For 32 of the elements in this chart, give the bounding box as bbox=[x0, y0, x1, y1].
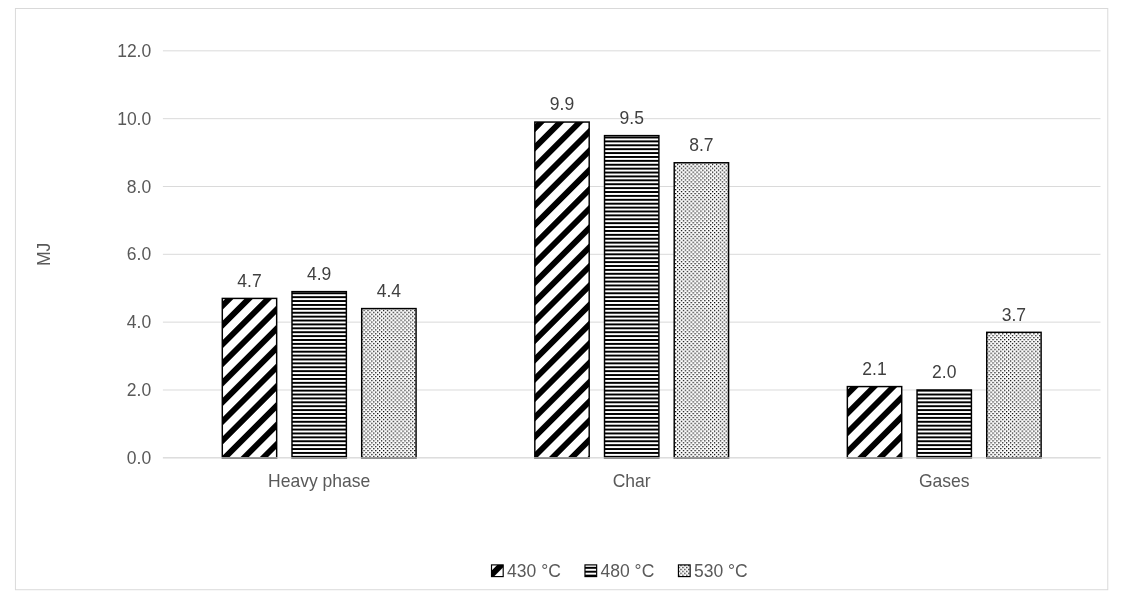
data-label: 4.9 bbox=[307, 263, 332, 284]
bar bbox=[603, 134, 660, 459]
legend-label: 530 °C bbox=[694, 560, 748, 581]
x-tick-label: Gases bbox=[918, 471, 970, 492]
data-label: 4.4 bbox=[376, 280, 402, 301]
y-tick-label: 2.0 bbox=[126, 380, 152, 401]
data-label: 3.7 bbox=[1001, 304, 1027, 325]
bar bbox=[673, 162, 730, 459]
y-tick-label: 0.0 bbox=[126, 447, 152, 468]
legend-label: 430 °C bbox=[507, 560, 561, 581]
bar bbox=[916, 389, 973, 459]
bar bbox=[221, 297, 278, 459]
data-label: 4.7 bbox=[237, 270, 262, 291]
data-label: 9.5 bbox=[619, 107, 644, 128]
y-tick-label: 6.0 bbox=[126, 244, 152, 265]
x-tick-label: Char bbox=[612, 471, 651, 492]
y-tick-label: 4.0 bbox=[126, 312, 152, 333]
bar bbox=[360, 307, 417, 459]
data-label: 2.1 bbox=[862, 358, 887, 379]
y-tick-label: 12.0 bbox=[117, 40, 152, 61]
bar bbox=[291, 290, 348, 459]
y-axis-title: MJ bbox=[33, 242, 54, 266]
bar bbox=[846, 385, 903, 459]
bar bbox=[986, 331, 1042, 459]
y-tick-label: 8.0 bbox=[126, 176, 152, 197]
x-tick-label: Heavy phase bbox=[268, 471, 371, 492]
data-label: 8.7 bbox=[689, 135, 714, 156]
data-label: 2.0 bbox=[932, 362, 957, 383]
bar bbox=[534, 121, 590, 459]
data-label: 9.9 bbox=[549, 94, 575, 115]
legend-label: 480 °C bbox=[600, 560, 655, 581]
y-tick-label: 10.0 bbox=[117, 108, 152, 129]
